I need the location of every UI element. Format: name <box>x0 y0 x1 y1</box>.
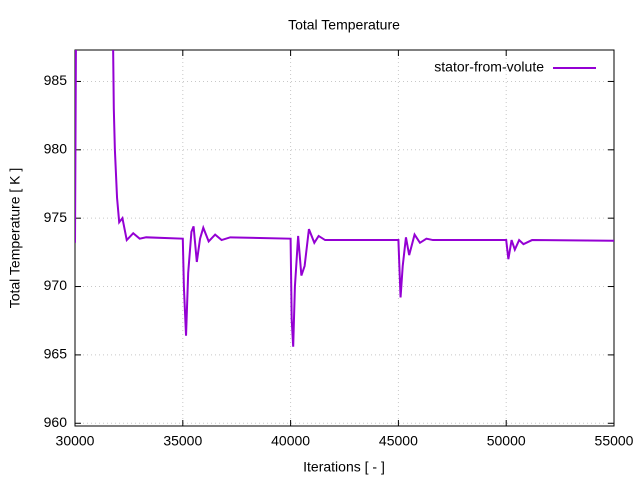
x-tick-label: 40000 <box>271 433 310 449</box>
x-tick-label: 35000 <box>163 433 202 449</box>
y-tick-label: 970 <box>44 277 68 293</box>
x-axis-label: Iterations [ - ] <box>303 459 385 475</box>
chart-title: Total Temperature <box>288 17 400 33</box>
legend-label: stator-from-volute <box>434 59 544 75</box>
y-tick-label: 965 <box>44 346 68 362</box>
plot-area <box>75 50 614 347</box>
series-line <box>75 50 614 347</box>
x-tick-label: 50000 <box>487 433 526 449</box>
y-tick-label: 975 <box>44 209 68 225</box>
x-tick-label: 30000 <box>56 433 95 449</box>
y-tick-label: 980 <box>44 141 68 157</box>
y-axis-label: Total Temperature [ K ] <box>7 168 23 309</box>
y-tick-label: 960 <box>44 414 68 430</box>
x-tick-label: 45000 <box>379 433 418 449</box>
x-tick-label: 55000 <box>595 433 634 449</box>
y-tick-label: 985 <box>44 72 68 88</box>
